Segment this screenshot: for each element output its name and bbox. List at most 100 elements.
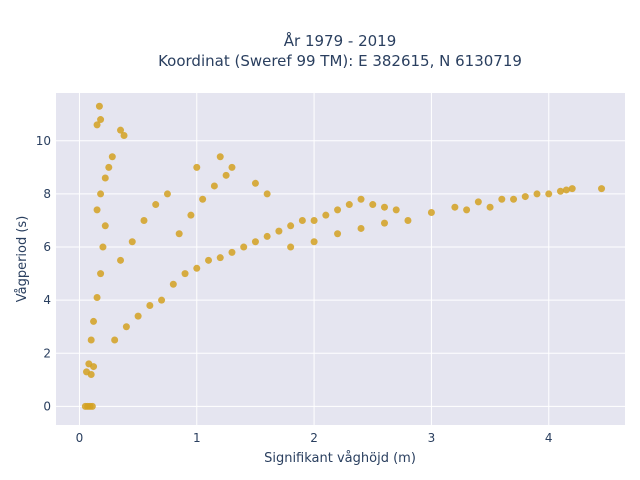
scatter-point xyxy=(152,201,160,209)
chart-title: År 1979 - 2019 xyxy=(284,31,397,50)
plot-area xyxy=(56,93,625,425)
scatter-point xyxy=(88,402,96,410)
scatter-point xyxy=(193,163,201,171)
scatter-point xyxy=(93,121,101,129)
y-tick-label: 4 xyxy=(43,293,51,307)
y-tick-label: 6 xyxy=(43,240,51,254)
scatter-point xyxy=(404,216,412,224)
scatter-point xyxy=(101,174,109,182)
scatter-point xyxy=(310,238,318,246)
scatter-point xyxy=(345,201,353,209)
scatter-point xyxy=(357,195,365,203)
scatter-point xyxy=(568,185,576,193)
scatter-point xyxy=(99,243,107,251)
scatter-point xyxy=(498,195,506,203)
scatter-point xyxy=(334,230,342,238)
scatter-point xyxy=(287,243,295,251)
scatter-point xyxy=(169,280,177,288)
y-tick-label: 10 xyxy=(36,134,51,148)
scatter-point xyxy=(562,186,570,194)
scatter-point xyxy=(263,232,271,240)
scatter-point xyxy=(95,102,103,110)
scatter-point xyxy=(140,216,148,224)
scatter-point xyxy=(474,198,482,206)
scatter-point xyxy=(199,195,207,203)
y-tick-label: 2 xyxy=(43,346,51,360)
scatter-point xyxy=(275,227,283,235)
scatter-point xyxy=(216,153,224,161)
scatter-point xyxy=(251,238,259,246)
scatter-point xyxy=(228,163,236,171)
scatter-point xyxy=(298,216,306,224)
scatter-point xyxy=(228,248,236,256)
scatter-point xyxy=(545,190,553,198)
scatter-point xyxy=(111,336,119,344)
scatter-point xyxy=(287,222,295,230)
scatter-point xyxy=(90,317,98,325)
scatter-point xyxy=(240,243,248,251)
scatter-point xyxy=(117,126,125,134)
scatter-point xyxy=(380,219,388,227)
x-gridlines xyxy=(78,93,550,425)
scatter-point xyxy=(210,182,218,190)
scatter-point xyxy=(463,206,471,214)
scatter-point xyxy=(205,256,213,264)
x-tick-label: 0 xyxy=(76,431,84,445)
scatter-point xyxy=(93,294,101,302)
y-tick-label: 0 xyxy=(43,399,51,413)
x-tick-labels: 0 1 2 3 4 xyxy=(76,431,553,445)
scatter-point xyxy=(380,203,388,211)
scatter-point xyxy=(369,201,377,209)
scatter-point xyxy=(222,171,230,179)
scatter-point xyxy=(163,190,171,198)
scatter-point xyxy=(90,363,98,371)
x-tick-label: 1 xyxy=(193,431,201,445)
scatter-point xyxy=(87,336,95,344)
scatter-point xyxy=(158,296,166,304)
scatter-point xyxy=(521,193,529,201)
y-axis-label: Vågperiod (s) xyxy=(15,216,30,303)
scatter-point xyxy=(134,312,142,320)
scatter-point xyxy=(263,190,271,198)
scatter-point xyxy=(175,230,183,238)
scatter-point xyxy=(486,203,494,211)
x-tick-label: 3 xyxy=(428,431,436,445)
scatter-point xyxy=(97,190,105,198)
scatter-point xyxy=(87,371,95,379)
scatter-point xyxy=(120,131,128,139)
scatter-point xyxy=(128,238,136,246)
scatter-point xyxy=(533,190,541,198)
scatter-point xyxy=(392,206,400,214)
scatter-point xyxy=(122,323,130,331)
x-tick-label: 4 xyxy=(545,431,553,445)
scatter-point xyxy=(117,256,125,264)
scatter-point xyxy=(556,187,564,195)
scatter-point xyxy=(510,195,518,203)
scatter-points xyxy=(81,102,606,410)
scatter-point xyxy=(216,254,224,262)
scatter-point xyxy=(146,301,154,309)
scatter-point xyxy=(598,185,606,193)
scatter-point xyxy=(97,116,105,124)
y-tick-labels: 0 2 4 6 8 10 xyxy=(36,134,51,414)
y-tick-label: 8 xyxy=(43,187,51,201)
scatter-point xyxy=(181,270,189,278)
scatter-point xyxy=(187,211,195,219)
scatter-point xyxy=(310,216,318,224)
scatter-point xyxy=(251,179,259,187)
scatter-point xyxy=(193,264,201,272)
y-gridlines xyxy=(56,140,625,407)
scatter-point xyxy=(93,206,101,214)
scatter-point xyxy=(97,270,105,278)
scatter-point xyxy=(334,206,342,214)
scatter-point xyxy=(108,153,116,161)
scatter-point xyxy=(357,224,365,232)
chart-subtitle: Koordinat (Sweref 99 TM): E 382615, N 61… xyxy=(158,52,522,70)
scatter-point xyxy=(451,203,459,211)
scatter-point xyxy=(101,222,109,230)
x-tick-label: 2 xyxy=(310,431,318,445)
scatter-point xyxy=(322,211,330,219)
scatter-point xyxy=(105,163,113,171)
scatter-point xyxy=(427,209,435,217)
